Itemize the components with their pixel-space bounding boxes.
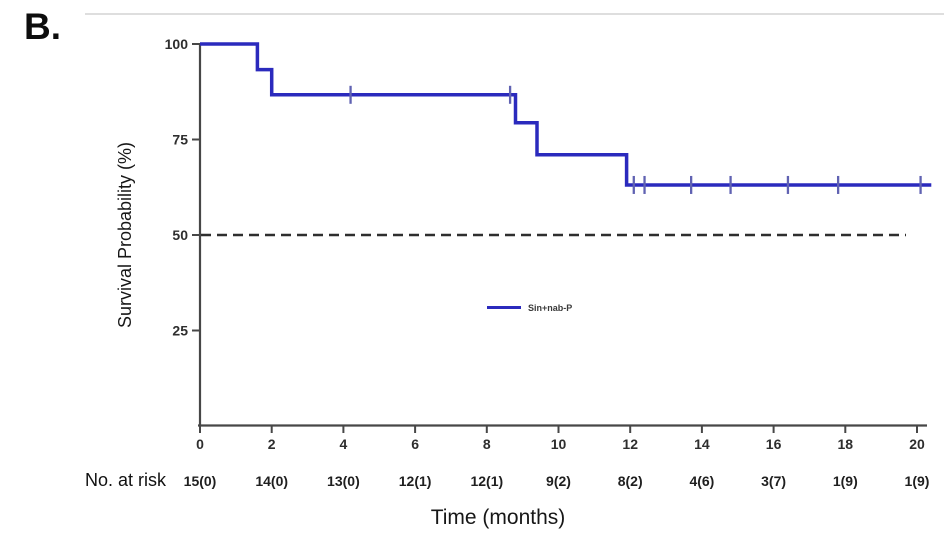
x-tick-label: 18	[838, 436, 854, 452]
x-tick-label: 0	[196, 436, 204, 452]
y-tick-labels: 25 50 75 100	[165, 36, 189, 339]
censor-marks	[349, 85, 922, 194]
x-tick-label: 8	[483, 436, 491, 452]
axes	[192, 43, 927, 433]
legend-label: Sin+nab-P	[528, 303, 572, 313]
x-tick-label: 10	[551, 436, 567, 452]
y-tick-label: 75	[172, 132, 188, 148]
risk-table-values: 15(0) 14(0) 13(0) 12(1) 12(1) 9(2) 8(2) 4(6) 3(7…	[184, 473, 930, 489]
risk-value: 1(9)	[905, 473, 930, 489]
risk-value: 3(7)	[761, 473, 786, 489]
risk-table-label: No. at risk	[85, 470, 167, 490]
y-tick-label: 25	[172, 323, 188, 339]
risk-value: 14(0)	[255, 473, 288, 489]
risk-value: 12(1)	[399, 473, 432, 489]
risk-value: 1(9)	[833, 473, 858, 489]
x-tick-labels: 0 2 4 6 8 10 12 14 16 18 20	[196, 436, 925, 452]
risk-value: 4(6)	[689, 473, 714, 489]
survival-step-curve	[200, 42, 932, 187]
top-divider-line	[85, 13, 944, 15]
x-tick-label: 4	[340, 436, 348, 452]
risk-value: 9(2)	[546, 473, 571, 489]
x-tick-label: 6	[411, 436, 419, 452]
y-tick-label: 100	[165, 36, 189, 52]
x-tick-label: 14	[694, 436, 710, 452]
risk-value: 15(0)	[184, 473, 217, 489]
risk-value: 13(0)	[327, 473, 360, 489]
risk-value: 12(1)	[470, 473, 503, 489]
x-tick-label: 12	[622, 436, 638, 452]
y-tick-label: 50	[172, 227, 188, 243]
x-tick-label: 2	[268, 436, 276, 452]
x-tick-label: 16	[766, 436, 782, 452]
panel-label: B.	[24, 6, 61, 47]
x-axis-title: Time (months)	[431, 506, 566, 529]
risk-value: 8(2)	[618, 473, 643, 489]
legend: Sin+nab-P	[487, 303, 572, 313]
x-tick-label: 20	[909, 436, 925, 452]
y-axis-title: Survival Probability (%)	[115, 142, 135, 328]
